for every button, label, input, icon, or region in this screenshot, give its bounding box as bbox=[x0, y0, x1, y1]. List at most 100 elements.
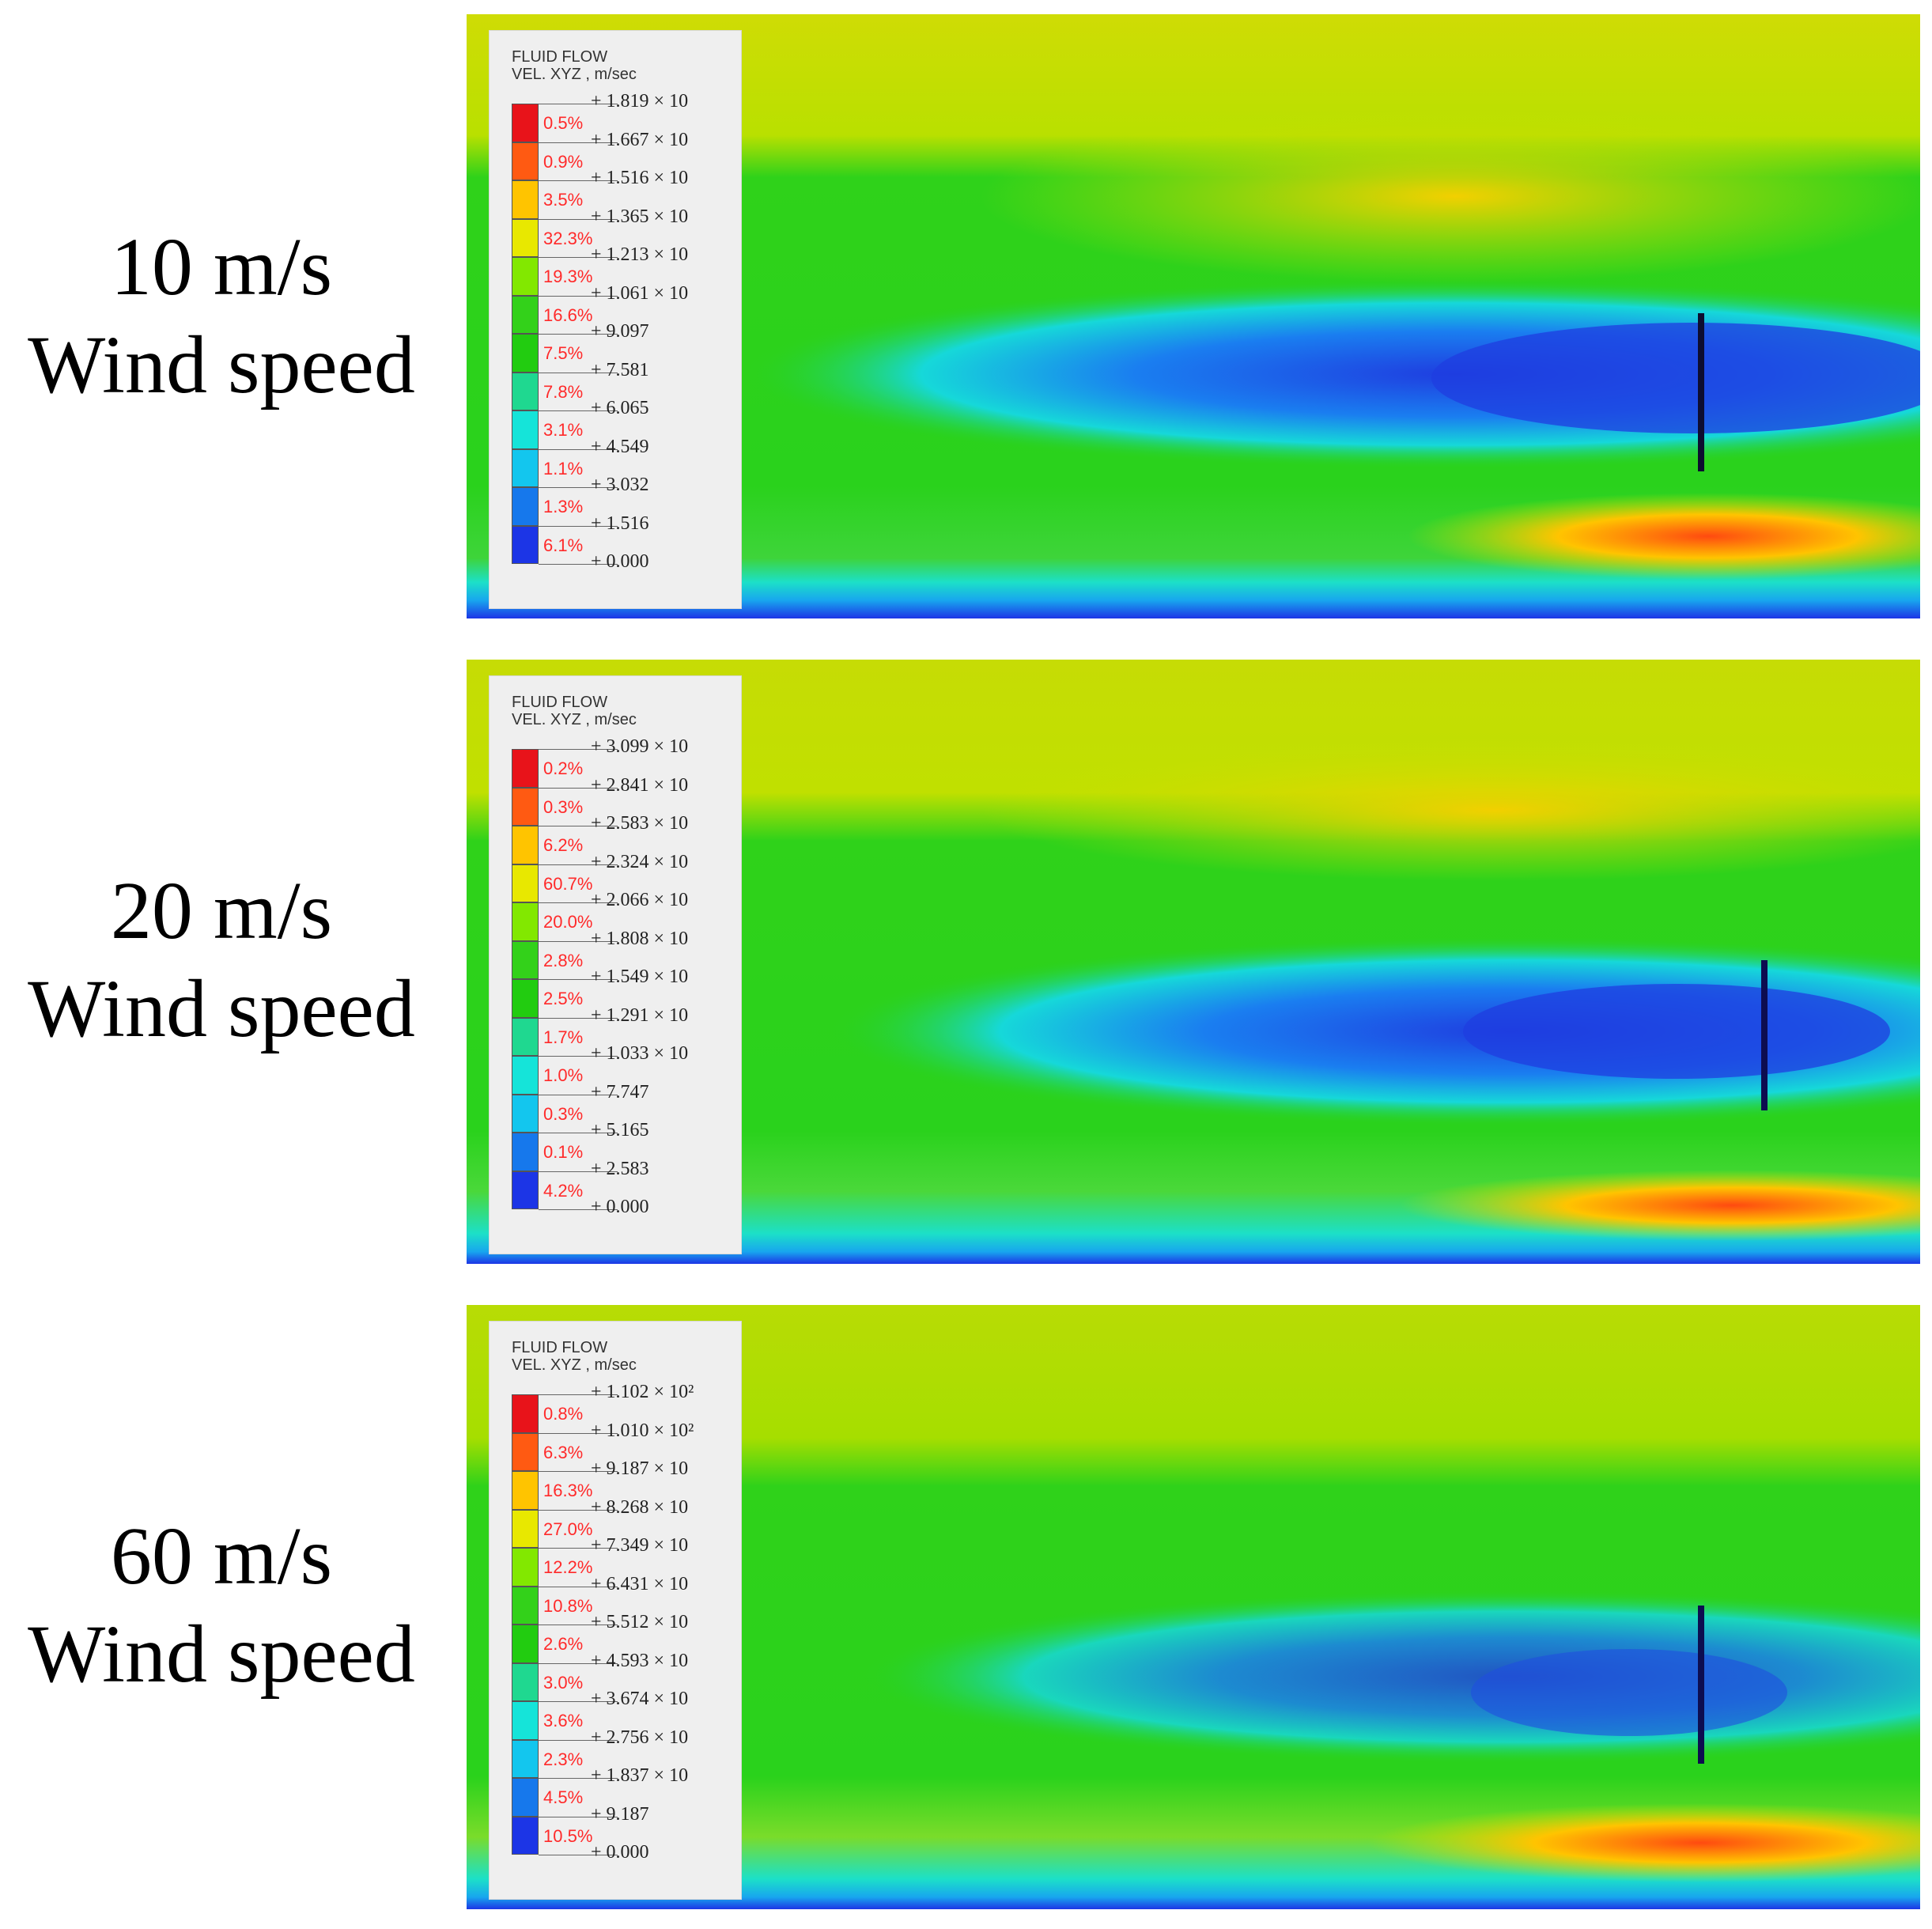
legend-swatch bbox=[512, 864, 539, 902]
legend-percent: 1.7% bbox=[543, 1027, 584, 1047]
legend-tick-label: + 7.747 bbox=[591, 1081, 649, 1103]
legend-tick-label: + 1.033 × 10 bbox=[591, 1043, 689, 1064]
legend-tick bbox=[539, 864, 618, 865]
row-label-speed: 20 m/s bbox=[110, 865, 333, 956]
legend-tick-label: + 1.213 × 10 bbox=[591, 244, 689, 265]
legend-tick-label: + 1.837 × 10 bbox=[591, 1765, 689, 1786]
legend-tick-label: + 2.066 × 10 bbox=[591, 890, 689, 910]
row-label-10: 10 m/s Wind speed bbox=[0, 218, 443, 414]
legend-swatch bbox=[512, 487, 539, 526]
legend-tick-label: + 5.165 bbox=[591, 1120, 649, 1140]
legend-swatch bbox=[512, 142, 539, 180]
row-label-text: Wind speed bbox=[28, 320, 415, 410]
legend-swatch bbox=[512, 372, 539, 410]
legend-swatch bbox=[512, 104, 539, 142]
legend-swatch bbox=[512, 410, 539, 449]
legend-tick bbox=[539, 1056, 618, 1057]
legend-tick-label: + 1.667 × 10 bbox=[591, 129, 689, 150]
legend-tick bbox=[539, 334, 618, 335]
wake-core bbox=[1431, 323, 1920, 433]
legend-swatch bbox=[512, 979, 539, 1018]
legend-percent: 10.5% bbox=[543, 1825, 593, 1846]
legend-tick-label: + 2.841 × 10 bbox=[591, 774, 689, 796]
legend-percent: 2.8% bbox=[543, 950, 584, 970]
legend-tick bbox=[539, 940, 618, 942]
legend-percent: 4.2% bbox=[543, 1180, 584, 1201]
legend-20: FLUID FLOW VEL. XYZ , m/sec 0.2% 0.3% 6.2%… bbox=[489, 675, 742, 1254]
lower-highspeed-zone bbox=[1400, 1170, 1920, 1241]
legend-tick bbox=[539, 902, 618, 903]
legend-tick-label: + 6.431 × 10 bbox=[591, 1573, 689, 1594]
legend-tick bbox=[539, 1171, 618, 1172]
legend-tick bbox=[539, 1471, 618, 1472]
legend-title: FLUID FLOW VEL. XYZ , m/sec bbox=[512, 694, 637, 728]
legend-tick bbox=[539, 1509, 618, 1511]
legend-tick-label: + 9.187 × 10 bbox=[591, 1458, 689, 1479]
legend-tick bbox=[539, 142, 618, 143]
legend-10: FLUID FLOW VEL. XYZ , m/sec 0.5% 0.9% 3.5%… bbox=[489, 30, 742, 609]
legend-tick-label: + 5.512 × 10 bbox=[591, 1612, 689, 1632]
legend-title: FLUID FLOW VEL. XYZ , m/sec bbox=[512, 1339, 637, 1374]
row-label-speed: 60 m/s bbox=[110, 1511, 333, 1602]
legend-tick bbox=[539, 487, 618, 488]
legend-tick-label: + 9.187 bbox=[591, 1803, 649, 1825]
upper-highspeed-zone bbox=[981, 739, 1920, 881]
legend-tick-label: + 0.000 bbox=[591, 1197, 649, 1217]
legend-percent: 3.1% bbox=[543, 420, 584, 440]
legend-tick-label: + 9.097 bbox=[591, 321, 649, 342]
legend-swatch bbox=[512, 826, 539, 864]
legend-swatch bbox=[512, 1816, 539, 1855]
legend-swatch bbox=[512, 180, 539, 219]
legend-tick bbox=[539, 1209, 618, 1210]
legend-percent: 0.3% bbox=[543, 796, 584, 817]
legend-tick bbox=[539, 218, 618, 220]
upper-highspeed-zone bbox=[981, 109, 1920, 283]
legend-tick bbox=[539, 448, 618, 450]
legend-percent: 0.9% bbox=[543, 151, 584, 172]
turbine-rotor bbox=[1698, 1606, 1704, 1764]
legend-swatch bbox=[512, 1778, 539, 1817]
legend-percent: 20.0% bbox=[543, 912, 593, 932]
legend-tick-label: + 0.000 bbox=[591, 551, 649, 572]
legend-percent: 2.5% bbox=[543, 989, 584, 1008]
legend-percent: 1.0% bbox=[543, 1065, 584, 1085]
legend-percent: 60.7% bbox=[543, 873, 593, 894]
wake-core bbox=[1471, 1649, 1787, 1736]
legend-percent: 3.6% bbox=[543, 1711, 584, 1730]
legend-tick bbox=[539, 180, 618, 181]
legend-percent: 1.1% bbox=[543, 458, 584, 478]
legend-swatch bbox=[512, 940, 539, 979]
lower-highspeed-zone bbox=[1368, 1803, 1920, 1882]
row-label-text: Wind speed bbox=[28, 1609, 415, 1700]
flow-panel-20: FLUID FLOW VEL. XYZ , m/sec 0.2% 0.3% 6.2%… bbox=[467, 660, 1920, 1264]
legend-tick bbox=[539, 564, 618, 565]
legend-tick-label: + 7.581 bbox=[591, 359, 649, 380]
legend-tick bbox=[539, 1662, 618, 1664]
row-label-60: 60 m/s Wind speed bbox=[0, 1507, 443, 1704]
legend-swatch bbox=[512, 1094, 539, 1133]
legend-swatch bbox=[512, 334, 539, 373]
legend-swatch bbox=[512, 218, 539, 257]
legend-swatch bbox=[512, 1056, 539, 1095]
legend-tick-label: + 6.065 bbox=[591, 398, 649, 418]
legend-percent: 2.3% bbox=[543, 1749, 584, 1769]
legend-swatch bbox=[512, 525, 539, 564]
legend-tick-label: + 1.102 × 10² bbox=[591, 1382, 694, 1402]
legend-swatch bbox=[512, 1739, 539, 1778]
legend-percent: 6.2% bbox=[543, 835, 584, 855]
legend-tick-label: + 1.061 × 10 bbox=[591, 282, 689, 304]
legend-swatch bbox=[512, 749, 539, 788]
legend-percent: 3.5% bbox=[543, 190, 584, 210]
legend-tick bbox=[539, 1739, 618, 1741]
legend-tick-label: + 1.819 × 10 bbox=[591, 91, 689, 112]
legend-tick bbox=[539, 410, 618, 411]
legend-tick bbox=[539, 1394, 618, 1395]
flow-panel-10: FLUID FLOW VEL. XYZ , m/sec 0.5% 0.9% 3.5%… bbox=[467, 14, 1920, 618]
legend-percent: 4.5% bbox=[543, 1787, 584, 1807]
turbine-rotor bbox=[1761, 960, 1768, 1110]
legend-swatch bbox=[512, 1548, 539, 1587]
legend-swatch bbox=[512, 1662, 539, 1701]
legend-percent: 32.3% bbox=[543, 228, 593, 248]
legend-tick-label: + 4.549 bbox=[591, 436, 649, 457]
legend-tick-label: + 1.365 × 10 bbox=[591, 206, 689, 227]
